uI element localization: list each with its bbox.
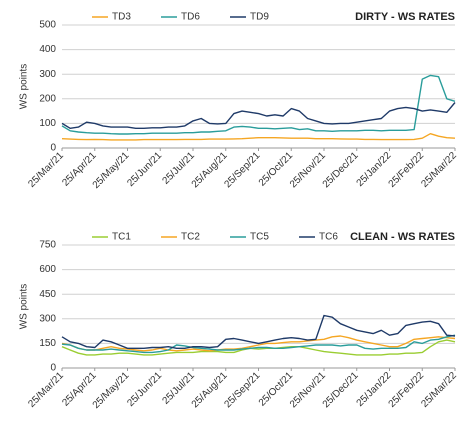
legend-label: TC5 bbox=[250, 232, 269, 243]
legend-label: TC1 bbox=[112, 232, 131, 243]
series-line bbox=[61, 339, 456, 356]
series-line bbox=[61, 102, 456, 129]
y-tick-label: 0 bbox=[50, 143, 56, 154]
x-tick-label: 25/Mar/22 bbox=[419, 370, 459, 410]
chart-title: DIRTY - WS RATES bbox=[355, 11, 455, 23]
x-tick-label: 25/May/21 bbox=[91, 370, 132, 411]
x-tick-label: 25/Dec/21 bbox=[321, 150, 361, 190]
legend-label: TD9 bbox=[250, 12, 269, 23]
y-tick-label: 300 bbox=[39, 69, 56, 80]
y-tick-label: 100 bbox=[39, 118, 56, 129]
y-axis-label: WS points bbox=[19, 64, 30, 110]
y-tick-label: 150 bbox=[39, 338, 56, 349]
x-tick-label: 25/Jun/21 bbox=[125, 370, 164, 409]
x-tick-label: 25/Mar/22 bbox=[419, 150, 459, 190]
series-line bbox=[61, 334, 456, 354]
x-tick-label: 25/May/21 bbox=[91, 150, 132, 191]
y-tick-label: 400 bbox=[39, 44, 56, 55]
y-tick-label: 600 bbox=[39, 264, 56, 275]
series-line bbox=[61, 133, 456, 141]
y-tick-label: 0 bbox=[50, 363, 56, 374]
series-line bbox=[61, 74, 456, 135]
x-tick-label: 25/Dec/21 bbox=[321, 370, 361, 410]
y-tick-label: 300 bbox=[39, 313, 56, 324]
legend-label: TC2 bbox=[181, 232, 200, 243]
y-tick-label: 750 bbox=[39, 240, 56, 251]
x-tick-label: 25/Mar/21 bbox=[26, 150, 66, 190]
y-tick-label: 450 bbox=[39, 289, 56, 300]
y-tick-label: 500 bbox=[39, 20, 56, 31]
x-tick-label: 25/Sep/21 bbox=[222, 150, 262, 190]
x-tick-label: 25/Jun/21 bbox=[125, 150, 164, 189]
legend-label: TC6 bbox=[319, 232, 338, 243]
legend-label: TD3 bbox=[112, 12, 131, 23]
x-tick-label: 25/Sep/21 bbox=[222, 370, 262, 410]
series-line bbox=[61, 314, 456, 349]
y-tick-label: 200 bbox=[39, 93, 56, 104]
y-axis-label: WS points bbox=[19, 284, 30, 330]
x-tick-label: 25/Mar/21 bbox=[26, 370, 66, 410]
chart-title: CLEAN - WS RATES bbox=[350, 231, 455, 243]
series-line bbox=[61, 335, 456, 352]
legend-label: TD6 bbox=[181, 12, 200, 23]
